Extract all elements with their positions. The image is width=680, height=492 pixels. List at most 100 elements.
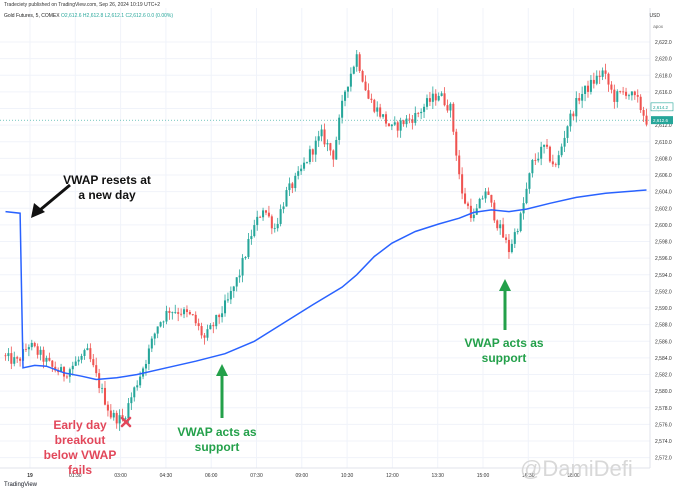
candle-body xyxy=(408,118,411,120)
price-tick-label: 2,594.0 xyxy=(655,273,672,279)
candle-body xyxy=(493,202,496,221)
candle-body xyxy=(572,113,575,117)
price-tick-label: 2,600.0 xyxy=(655,223,672,229)
candle-body xyxy=(373,99,376,112)
candle-body xyxy=(586,85,590,92)
candle-body xyxy=(194,314,197,324)
candle-body xyxy=(60,367,63,373)
candle-body xyxy=(267,212,270,217)
candle-body xyxy=(24,348,27,350)
currency-label[interactable]: USD xyxy=(649,13,660,19)
time-tick-label: 10:30 xyxy=(341,473,354,479)
candle-body xyxy=(639,96,642,111)
candle-body xyxy=(118,415,121,424)
price-tick-label: 2,590.0 xyxy=(655,306,672,312)
candle-body xyxy=(232,286,235,291)
candle-body xyxy=(619,91,622,92)
candle-body xyxy=(103,387,107,405)
candle-body xyxy=(584,85,587,94)
candle-body xyxy=(326,143,329,145)
symbol-name: Gold Futures, 5, COMEX xyxy=(4,13,60,19)
candle-body xyxy=(262,210,265,218)
price-tick-label: 2,612.0 xyxy=(655,123,672,129)
candle-body xyxy=(180,313,183,315)
candle-body xyxy=(387,123,390,127)
price-tick-label: 2,606.0 xyxy=(655,173,672,179)
candle-body xyxy=(7,353,10,357)
time-tick-label: 12:00 xyxy=(386,473,399,479)
candle-body xyxy=(238,275,241,278)
candle-body xyxy=(390,124,393,127)
candle-body xyxy=(548,146,551,162)
candle-body xyxy=(80,355,83,360)
candle-body xyxy=(226,299,229,301)
candle-body xyxy=(382,114,385,117)
candle-body xyxy=(598,75,601,77)
candle-body xyxy=(414,112,417,123)
candle-body xyxy=(352,66,355,74)
arrow-vwap-reset xyxy=(31,183,71,218)
price-tick-label: 2,596.0 xyxy=(655,256,672,262)
candle-body xyxy=(516,231,519,233)
candle-body xyxy=(440,93,443,96)
candle-body xyxy=(502,224,505,238)
candle-body xyxy=(171,312,174,314)
candle-body xyxy=(48,357,51,361)
candle-body xyxy=(610,84,613,90)
candle-body xyxy=(159,322,162,327)
candle-body xyxy=(291,183,294,189)
candle-body xyxy=(109,410,112,418)
candle-body xyxy=(329,143,332,151)
candle-body xyxy=(376,107,379,112)
candle-body xyxy=(144,363,147,369)
candle-body xyxy=(250,236,253,240)
candle-body xyxy=(393,122,396,125)
candle-body xyxy=(496,220,499,229)
candle-body xyxy=(303,162,306,169)
candle-body xyxy=(206,329,209,338)
candle-body xyxy=(341,100,344,118)
candle-body xyxy=(311,149,314,155)
candle-body xyxy=(528,173,531,189)
candle-body xyxy=(560,146,563,156)
candle-body xyxy=(361,71,364,82)
candle-body xyxy=(399,120,402,131)
time-tick-label: 13:30 xyxy=(431,473,444,479)
tradingview-logo[interactable]: TradingView xyxy=(4,482,37,488)
symbol-legend[interactable]: Gold Futures, 5, COMEX O2,612.6 H2,612.8… xyxy=(4,13,173,19)
candle-body xyxy=(344,91,347,101)
candle-body xyxy=(428,98,431,102)
time-tick-label: 18:00 xyxy=(567,473,580,479)
candle-body xyxy=(112,412,115,418)
arrow-support-1 xyxy=(216,364,228,418)
candle-body xyxy=(563,137,566,147)
candle-body xyxy=(484,191,487,199)
candle-body xyxy=(335,139,338,160)
candle-body xyxy=(636,95,639,97)
candle-body xyxy=(270,216,273,229)
candle-body xyxy=(4,355,7,357)
candle-body xyxy=(452,103,455,132)
candle-body xyxy=(235,277,238,287)
candle-body xyxy=(39,349,42,355)
annotation-support-1: VWAP acts as support xyxy=(177,425,257,454)
candle-body xyxy=(153,333,156,339)
candle-body xyxy=(355,54,358,67)
candle-body xyxy=(247,239,250,258)
price-tick-label: 2,604.0 xyxy=(655,190,672,196)
candle-body xyxy=(223,300,227,314)
time-axis[interactable]: 19 01:30 03:00 04:30 06:00 07:30 09:00 10:30 12:… xyxy=(27,473,580,479)
candle-body xyxy=(256,216,259,226)
candle-body xyxy=(297,171,300,176)
watermark: @DamiDefi xyxy=(520,456,633,481)
candle-body xyxy=(30,342,33,348)
candle-body xyxy=(139,376,142,386)
vwap-line xyxy=(5,189,647,381)
candle-body xyxy=(71,365,74,370)
candle-body xyxy=(65,376,68,378)
candle-body xyxy=(253,225,256,237)
candle-body xyxy=(411,119,414,123)
candle-body xyxy=(197,323,200,327)
unit-label: apox xyxy=(653,24,663,29)
